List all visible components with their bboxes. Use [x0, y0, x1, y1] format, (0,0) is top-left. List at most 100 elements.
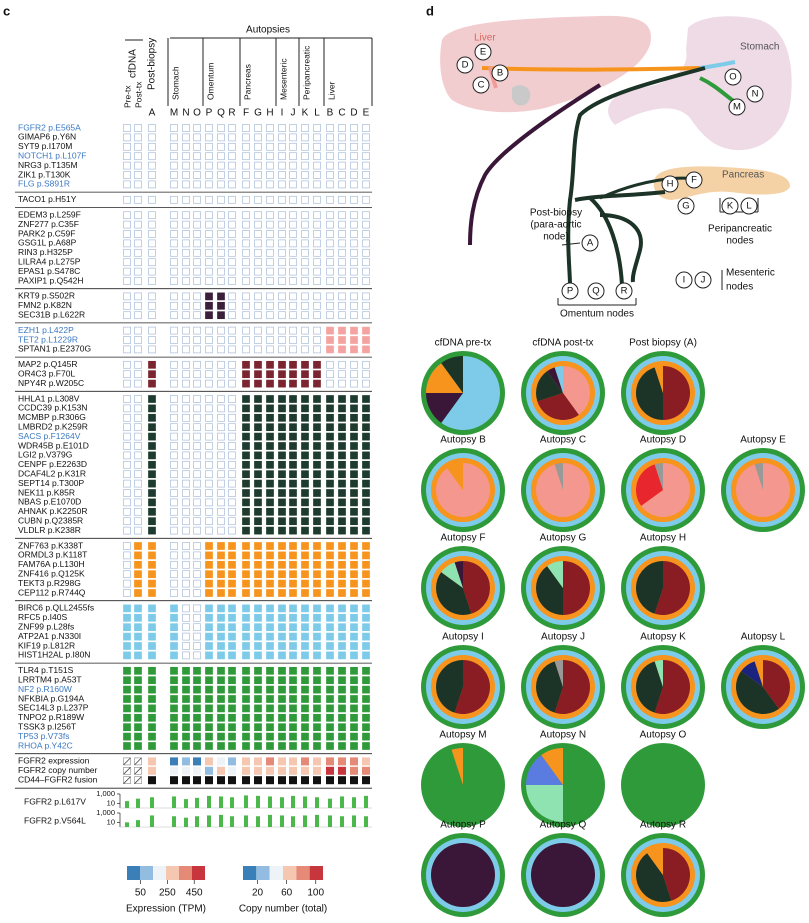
cell	[278, 360, 286, 369]
cell	[362, 180, 370, 189]
cell	[266, 220, 274, 229]
cell	[242, 613, 250, 622]
gene-label: FMN2 p.K82N	[18, 300, 72, 310]
cell	[182, 195, 190, 204]
cell	[254, 142, 262, 151]
cell	[278, 379, 286, 388]
gene-label: NEK11 p.K85R	[18, 487, 75, 497]
cell	[338, 239, 346, 248]
cell	[254, 695, 262, 703]
cell	[266, 579, 274, 588]
cell	[134, 742, 142, 750]
cell	[301, 180, 309, 189]
bar	[303, 815, 307, 827]
cell	[205, 666, 213, 675]
cell	[182, 498, 190, 507]
cell	[254, 379, 262, 388]
cell	[362, 651, 370, 660]
cell	[254, 152, 262, 161]
cell	[170, 360, 178, 369]
legend-tick-label: 50	[135, 888, 147, 899]
gene-label: NFKBIA p.G194A	[18, 693, 84, 703]
cell	[313, 451, 321, 460]
cell	[362, 413, 370, 422]
node-label: B	[497, 68, 503, 79]
cell	[170, 395, 178, 403]
cell	[123, 651, 131, 660]
gene-label: TNPO2 p.R189W	[18, 712, 84, 722]
cell	[148, 651, 156, 660]
pie-slice	[554, 366, 563, 393]
cell	[289, 442, 297, 450]
cell	[182, 220, 190, 229]
cell	[278, 442, 286, 450]
cell-na-slash	[123, 776, 131, 784]
cell	[326, 142, 334, 151]
cell	[254, 685, 262, 694]
cell	[278, 267, 286, 276]
cell	[205, 345, 213, 354]
cell	[289, 404, 297, 413]
cell	[193, 757, 201, 766]
cell	[134, 498, 142, 507]
cell	[338, 695, 346, 703]
cell	[266, 395, 274, 403]
cell	[205, 695, 213, 703]
cell	[182, 713, 190, 722]
panel-label: d	[426, 3, 434, 18]
cell	[123, 124, 131, 132]
cell	[362, 666, 370, 675]
cell	[123, 239, 131, 248]
cell	[278, 498, 286, 507]
cell	[205, 613, 213, 622]
cell	[338, 277, 346, 285]
organ-label: Liver	[474, 33, 496, 44]
gene-label: CCDC39 p.K153N	[18, 403, 87, 413]
cell	[301, 623, 309, 632]
cell	[242, 345, 250, 354]
cell	[301, 742, 309, 750]
cell	[170, 451, 178, 460]
pie-slice	[663, 848, 690, 901]
cell	[313, 776, 321, 785]
cell	[326, 651, 334, 660]
cell	[266, 442, 274, 450]
cell	[301, 423, 309, 432]
site-label: Stomach	[170, 66, 180, 100]
cell	[301, 723, 309, 732]
bar	[150, 815, 154, 827]
cell	[205, 258, 213, 267]
cell	[148, 195, 156, 204]
cell	[266, 570, 274, 579]
cell	[338, 432, 346, 441]
cell	[205, 195, 213, 204]
cell	[254, 133, 262, 142]
pie-title: Autopsy Q	[540, 820, 587, 831]
cell	[170, 551, 178, 560]
cell	[301, 666, 309, 675]
cell	[170, 258, 178, 267]
cell	[228, 311, 236, 320]
cell	[301, 642, 309, 650]
cell	[313, 713, 321, 722]
cell	[182, 379, 190, 388]
cell	[289, 757, 297, 766]
cell	[289, 676, 297, 685]
cell	[148, 685, 156, 694]
cell	[123, 551, 131, 560]
cell	[301, 470, 309, 479]
cell	[350, 423, 358, 432]
cell	[217, 442, 225, 450]
cell	[148, 704, 156, 713]
cell	[193, 623, 201, 632]
legend-tick-label: 100	[307, 888, 324, 899]
cell	[228, 423, 236, 432]
cell	[362, 704, 370, 713]
cell	[205, 507, 213, 516]
cell	[254, 651, 262, 660]
cell	[123, 589, 131, 597]
cell	[123, 732, 131, 741]
cell	[205, 776, 213, 785]
cell	[350, 432, 358, 441]
